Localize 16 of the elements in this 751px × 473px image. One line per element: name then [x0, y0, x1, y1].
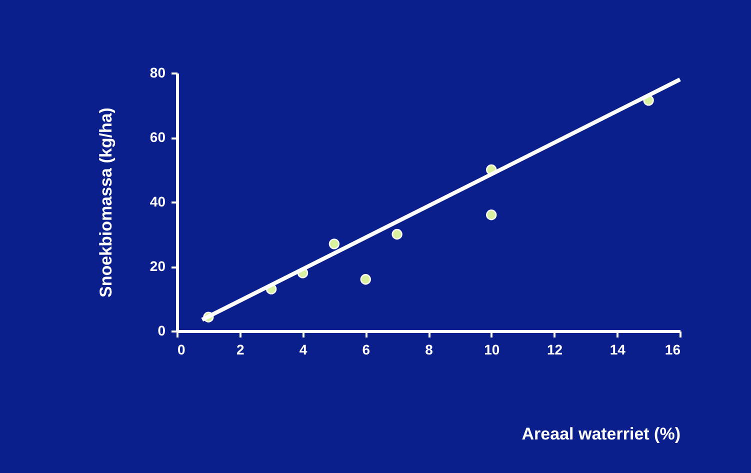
x-tick-label: 2	[236, 342, 244, 358]
y-tick-label: 80	[150, 64, 166, 80]
x-tick-label: 4	[299, 342, 308, 358]
y-tick-label: 0	[158, 322, 166, 338]
x-axis-title: Areaal waterriet (%)	[522, 424, 680, 444]
x-tick-label: 6	[362, 342, 370, 358]
x-tick-label: 8	[425, 342, 434, 358]
x-tick-label: 0	[178, 342, 186, 358]
x-tick-label: 16	[664, 342, 681, 358]
x-tick-label: 14	[610, 342, 626, 358]
y-tick-label: 60	[150, 129, 166, 145]
y-axis-title: Snoekbiomassa (kg/ha)	[96, 108, 116, 298]
y-tick-label: 40	[150, 194, 166, 210]
y-tick-label: 20	[150, 258, 166, 274]
x-tick-label: 10	[484, 342, 500, 358]
x-tick-label: 12	[546, 342, 563, 358]
